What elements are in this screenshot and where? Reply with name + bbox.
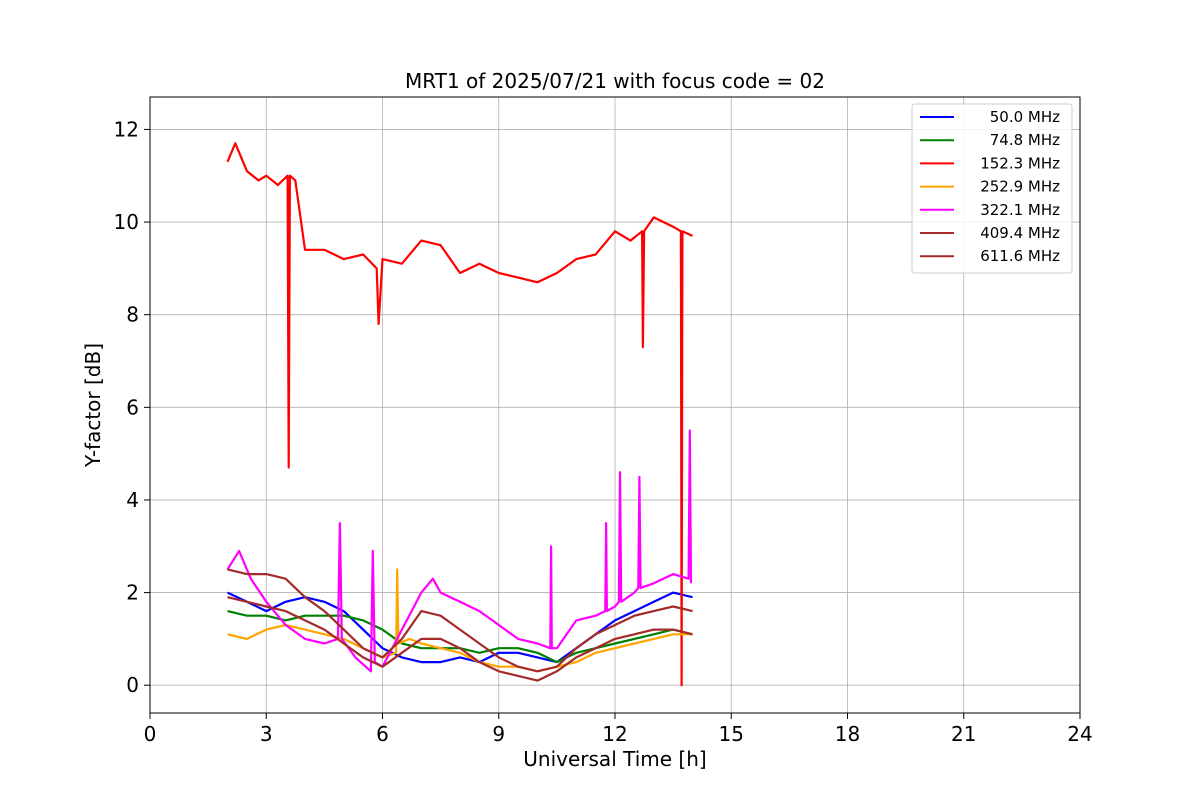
legend: 50.0 MHz 74.8 MHz 152.3 MHz 252.9 MHz 322.1 …: [911, 103, 1073, 274]
legend-label-6: 611.6 MHz: [980, 247, 1060, 265]
x-tick-label: 24: [1067, 722, 1092, 746]
series-line-5: [227, 568, 693, 673]
y-axis-label: Y-factor [dB]: [81, 343, 105, 468]
legend-label-2: 152.3 MHz: [980, 154, 1060, 172]
x-tick-label: 15: [719, 722, 744, 746]
x-tick-label: 6: [376, 722, 389, 746]
x-tick-label: 0: [144, 722, 157, 746]
x-tick-label: 3: [260, 722, 273, 746]
legend-label-5: 409.4 MHz: [980, 224, 1060, 242]
series-line-2: [226, 142, 693, 687]
series-line-3: [227, 568, 693, 673]
x-axis-label: Universal Time [h]: [523, 747, 706, 771]
x-tick-label: 21: [951, 722, 976, 746]
legend-label-0: 50.0 MHz: [990, 108, 1060, 126]
y-tick-label: 0: [126, 673, 139, 697]
y-tick-label: 8: [126, 303, 139, 327]
x-tick-label: 9: [492, 722, 505, 746]
x-tick-label: 18: [835, 722, 860, 746]
legend-label-1: 74.8 MHz: [990, 131, 1060, 149]
series-line-6: [227, 596, 693, 682]
y-tick-label: 4: [126, 488, 139, 512]
x-tick-label: 12: [602, 722, 627, 746]
legend-label-3: 252.9 MHz: [980, 178, 1060, 196]
series-line-4: [226, 429, 693, 673]
chart-title: MRT1 of 2025/07/21 with focus code = 02: [405, 69, 825, 93]
legend-frame: [911, 103, 1073, 274]
series-lines: [226, 142, 693, 687]
y-tick-label: 10: [114, 210, 139, 234]
y-tick-label: 2: [126, 581, 139, 605]
legend-label-4: 322.1 MHz: [980, 201, 1060, 219]
y-tick-label: 6: [126, 395, 139, 419]
y-tick-label: 12: [114, 117, 139, 141]
